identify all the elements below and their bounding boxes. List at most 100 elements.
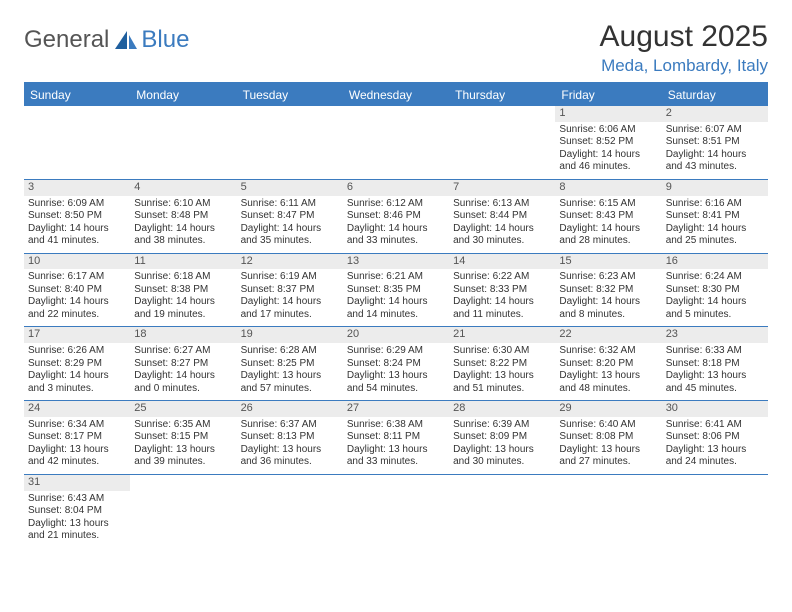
day-number: 12 bbox=[237, 254, 343, 270]
logo-text-1: General bbox=[24, 26, 109, 54]
sunset-line: Sunset: 8:52 PM bbox=[559, 136, 657, 149]
day-cell: 21Sunrise: 6:30 AMSunset: 8:22 PMDayligh… bbox=[449, 327, 555, 400]
sunrise-line: Sunrise: 6:15 AM bbox=[559, 198, 657, 211]
day-number: 3 bbox=[24, 180, 130, 196]
sunset-line: Sunset: 8:08 PM bbox=[559, 431, 657, 444]
day-number: 2 bbox=[662, 106, 768, 122]
day-number: 4 bbox=[130, 180, 236, 196]
month-title: August 2025 bbox=[600, 20, 768, 54]
sunset-line: Sunset: 8:04 PM bbox=[28, 505, 126, 518]
sunset-line: Sunset: 8:47 PM bbox=[241, 210, 339, 223]
daylight-line: Daylight: 13 hours and 24 minutes. bbox=[666, 444, 764, 469]
daylight-line: Daylight: 14 hours and 5 minutes. bbox=[666, 296, 764, 321]
day-cell: 31Sunrise: 6:43 AMSunset: 8:04 PMDayligh… bbox=[24, 475, 130, 548]
day-cell-empty bbox=[24, 106, 130, 179]
sunrise-line: Sunrise: 6:11 AM bbox=[241, 198, 339, 211]
week-row: 24Sunrise: 6:34 AMSunset: 8:17 PMDayligh… bbox=[24, 401, 768, 475]
sunrise-line: Sunrise: 6:21 AM bbox=[347, 271, 445, 284]
sunset-line: Sunset: 8:37 PM bbox=[241, 284, 339, 297]
day-cell-empty bbox=[449, 475, 555, 548]
day-number: 14 bbox=[449, 254, 555, 270]
sunrise-line: Sunrise: 6:07 AM bbox=[666, 124, 764, 137]
sunset-line: Sunset: 8:20 PM bbox=[559, 358, 657, 371]
sunrise-line: Sunrise: 6:10 AM bbox=[134, 198, 232, 211]
daylight-line: Daylight: 14 hours and 25 minutes. bbox=[666, 223, 764, 248]
sunset-line: Sunset: 8:51 PM bbox=[666, 136, 764, 149]
daylight-line: Daylight: 14 hours and 0 minutes. bbox=[134, 370, 232, 395]
day-cell: 5Sunrise: 6:11 AMSunset: 8:47 PMDaylight… bbox=[237, 180, 343, 253]
sunset-line: Sunset: 8:44 PM bbox=[453, 210, 551, 223]
day-number: 25 bbox=[130, 401, 236, 417]
day-cell-empty bbox=[130, 475, 236, 548]
sunrise-line: Sunrise: 6:26 AM bbox=[28, 345, 126, 358]
day-cell-empty bbox=[237, 106, 343, 179]
day-cell-empty bbox=[237, 475, 343, 548]
sunset-line: Sunset: 8:33 PM bbox=[453, 284, 551, 297]
weekday-header: Monday bbox=[130, 84, 236, 106]
day-number: 11 bbox=[130, 254, 236, 270]
daylight-line: Daylight: 14 hours and 11 minutes. bbox=[453, 296, 551, 321]
day-cell: 17Sunrise: 6:26 AMSunset: 8:29 PMDayligh… bbox=[24, 327, 130, 400]
sunset-line: Sunset: 8:29 PM bbox=[28, 358, 126, 371]
header: General Blue August 2025 Meda, Lombardy,… bbox=[24, 20, 768, 76]
daylight-line: Daylight: 13 hours and 48 minutes. bbox=[559, 370, 657, 395]
daylight-line: Daylight: 13 hours and 36 minutes. bbox=[241, 444, 339, 469]
sunrise-line: Sunrise: 6:06 AM bbox=[559, 124, 657, 137]
day-cell-empty bbox=[130, 106, 236, 179]
sunrise-line: Sunrise: 6:24 AM bbox=[666, 271, 764, 284]
day-cell-empty bbox=[343, 475, 449, 548]
weekday-header: Sunday bbox=[24, 84, 130, 106]
daylight-line: Daylight: 13 hours and 45 minutes. bbox=[666, 370, 764, 395]
day-number: 19 bbox=[237, 327, 343, 343]
sunrise-line: Sunrise: 6:39 AM bbox=[453, 419, 551, 432]
day-number: 15 bbox=[555, 254, 661, 270]
day-number: 18 bbox=[130, 327, 236, 343]
daylight-line: Daylight: 14 hours and 33 minutes. bbox=[347, 223, 445, 248]
day-cell: 29Sunrise: 6:40 AMSunset: 8:08 PMDayligh… bbox=[555, 401, 661, 474]
day-number: 5 bbox=[237, 180, 343, 196]
sunrise-line: Sunrise: 6:22 AM bbox=[453, 271, 551, 284]
day-cell: 3Sunrise: 6:09 AMSunset: 8:50 PMDaylight… bbox=[24, 180, 130, 253]
sunset-line: Sunset: 8:25 PM bbox=[241, 358, 339, 371]
day-cell: 15Sunrise: 6:23 AMSunset: 8:32 PMDayligh… bbox=[555, 254, 661, 327]
day-number: 27 bbox=[343, 401, 449, 417]
daylight-line: Daylight: 13 hours and 42 minutes. bbox=[28, 444, 126, 469]
sunset-line: Sunset: 8:09 PM bbox=[453, 431, 551, 444]
day-number: 24 bbox=[24, 401, 130, 417]
day-number: 26 bbox=[237, 401, 343, 417]
week-row: 3Sunrise: 6:09 AMSunset: 8:50 PMDaylight… bbox=[24, 180, 768, 254]
weekday-header: Saturday bbox=[662, 84, 768, 106]
sunrise-line: Sunrise: 6:38 AM bbox=[347, 419, 445, 432]
sunset-line: Sunset: 8:43 PM bbox=[559, 210, 657, 223]
sunset-line: Sunset: 8:35 PM bbox=[347, 284, 445, 297]
daylight-line: Daylight: 14 hours and 22 minutes. bbox=[28, 296, 126, 321]
day-cell: 26Sunrise: 6:37 AMSunset: 8:13 PMDayligh… bbox=[237, 401, 343, 474]
day-number: 22 bbox=[555, 327, 661, 343]
daylight-line: Daylight: 14 hours and 28 minutes. bbox=[559, 223, 657, 248]
sunset-line: Sunset: 8:30 PM bbox=[666, 284, 764, 297]
day-cell-empty bbox=[555, 475, 661, 548]
weekday-header: Wednesday bbox=[343, 84, 449, 106]
sunset-line: Sunset: 8:46 PM bbox=[347, 210, 445, 223]
day-cell: 30Sunrise: 6:41 AMSunset: 8:06 PMDayligh… bbox=[662, 401, 768, 474]
sunrise-line: Sunrise: 6:29 AM bbox=[347, 345, 445, 358]
weekday-header: Tuesday bbox=[237, 84, 343, 106]
day-cell: 13Sunrise: 6:21 AMSunset: 8:35 PMDayligh… bbox=[343, 254, 449, 327]
sunset-line: Sunset: 8:24 PM bbox=[347, 358, 445, 371]
day-number: 13 bbox=[343, 254, 449, 270]
day-cell-empty bbox=[662, 475, 768, 548]
day-number: 20 bbox=[343, 327, 449, 343]
day-number: 6 bbox=[343, 180, 449, 196]
sunset-line: Sunset: 8:40 PM bbox=[28, 284, 126, 297]
day-number: 10 bbox=[24, 254, 130, 270]
sunrise-line: Sunrise: 6:16 AM bbox=[666, 198, 764, 211]
day-cell: 12Sunrise: 6:19 AMSunset: 8:37 PMDayligh… bbox=[237, 254, 343, 327]
day-cell: 18Sunrise: 6:27 AMSunset: 8:27 PMDayligh… bbox=[130, 327, 236, 400]
daylight-line: Daylight: 13 hours and 21 minutes. bbox=[28, 518, 126, 543]
day-number: 16 bbox=[662, 254, 768, 270]
day-cell: 14Sunrise: 6:22 AMSunset: 8:33 PMDayligh… bbox=[449, 254, 555, 327]
sunset-line: Sunset: 8:18 PM bbox=[666, 358, 764, 371]
day-cell: 23Sunrise: 6:33 AMSunset: 8:18 PMDayligh… bbox=[662, 327, 768, 400]
sunrise-line: Sunrise: 6:34 AM bbox=[28, 419, 126, 432]
day-cell: 7Sunrise: 6:13 AMSunset: 8:44 PMDaylight… bbox=[449, 180, 555, 253]
